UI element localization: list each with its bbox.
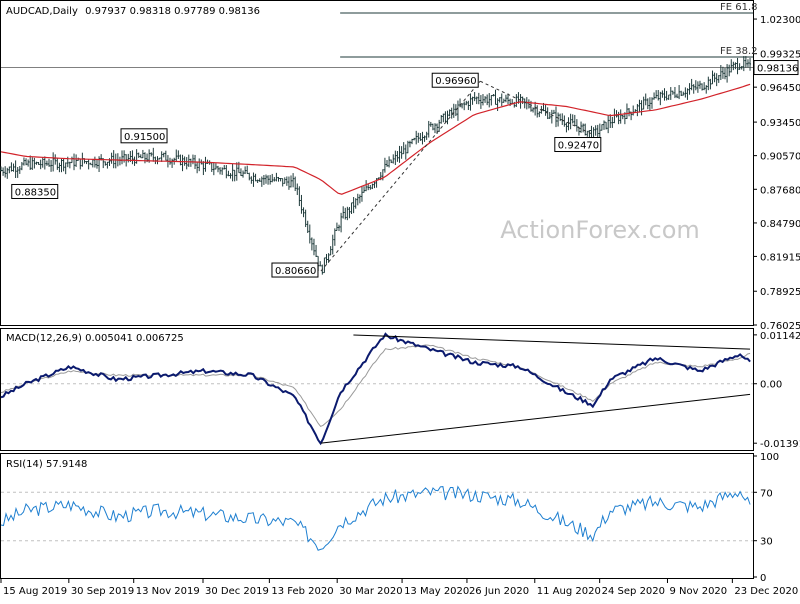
x-axis: 15 Aug 2019 30 Sep 2019 13 Nov 2019 30 Dec … — [0, 579, 798, 597]
x-axis-label: 13 May 2020 — [404, 586, 469, 597]
x-axis-label: 15 Aug 2019 — [3, 586, 67, 597]
price-annotation-box — [554, 137, 602, 153]
symbol-label: AUDCAD,Daily — [6, 6, 78, 17]
x-axis-label: 13 Feb 2020 — [271, 586, 333, 597]
rsi-y-tick-label: 30 — [760, 537, 773, 548]
x-axis-label: 30 Dec 2019 — [205, 586, 269, 597]
x-axis-label: 23 Dec 2020 — [734, 586, 798, 597]
macd-title: MACD(12,26,9) 0.005041 0.006725 — [6, 333, 184, 344]
price-annotation-label: 0.92470 — [558, 141, 599, 152]
fib-level-label: FE 61.8 — [720, 2, 758, 13]
ohlc-readout: 0.97937 0.98318 0.97789 0.98136 — [85, 6, 260, 17]
price-annotation-label: 0.96960 — [435, 76, 476, 87]
x-axis-label: 11 Aug 2020 — [537, 586, 601, 597]
price-layer: 1.02300 0.99325 0.96450 0.93450 0.90570 0.876… — [0, 2, 800, 332]
x-axis-label: 24 Sep 2020 — [602, 586, 665, 597]
price-title: AUDCAD,Daily 0.97937 0.98318 0.97789 0.9… — [6, 6, 260, 17]
current-price-label: 0.98136 — [757, 64, 798, 75]
price-annotation-box — [120, 128, 168, 144]
price-y-tick-label: 0.87680 — [760, 185, 800, 196]
price-annotation-box — [11, 183, 59, 199]
x-axis-label: 13 Nov 2019 — [136, 586, 200, 597]
rsi-title: RSI(14) 57.9148 — [6, 459, 87, 470]
x-axis-label: 30 Sep 2019 — [71, 586, 134, 597]
rsi-line — [0, 485, 751, 551]
fib-level-label: FE 38.2 — [720, 46, 758, 57]
macd-line — [0, 332, 751, 446]
price-annotation-box — [431, 72, 479, 88]
x-axis-label: 9 Nov 2020 — [669, 586, 727, 597]
price-annotation-label: 0.91500 — [124, 132, 165, 143]
moving-average-line — [0, 83, 751, 195]
price-y-tick-label: 0.84790 — [760, 219, 800, 230]
watermark: ActionForex.com — [500, 216, 700, 244]
macd-panel-frame — [0, 328, 754, 451]
price-y-tick-label: 0.81915 — [760, 252, 800, 263]
current-price-tag — [753, 60, 799, 76]
rsi-y-tick-label: 0 — [760, 573, 766, 584]
rsi-y-tick-label: 70 — [760, 488, 773, 499]
macd-y-tick-label: 0.011427 — [760, 331, 800, 342]
x-axis-label: 26 Jun 2020 — [469, 586, 529, 597]
macd-y-tick-label: 0.00 — [760, 380, 782, 391]
x-axis-label: 30 Mar 2020 — [339, 586, 402, 597]
price-y-tick-label: 0.93450 — [760, 118, 800, 129]
rsi-layer: 100 70 30 0 — [0, 452, 779, 584]
price-annotation-label: 0.88350 — [15, 187, 56, 198]
macd-trendline-upper — [353, 334, 751, 350]
rsi-y-tick-label: 100 — [760, 452, 779, 463]
price-annotation-label: 0.80660 — [275, 266, 316, 277]
macd-trendline-lower — [320, 393, 751, 444]
price-y-tick-label: 0.99325 — [760, 50, 800, 61]
dashed-trendline-down — [480, 80, 592, 134]
price-annotation-box — [271, 262, 319, 278]
price-y-tick-label: 0.78925 — [760, 287, 800, 298]
rsi-panel-frame — [0, 453, 754, 579]
price-panel-frame — [0, 0, 754, 326]
macd-signal-line — [0, 344, 751, 428]
price-y-tick-label: 0.96450 — [760, 83, 800, 94]
price-y-tick-label: 0.76025 — [760, 321, 800, 332]
price-y-tick-label: 0.90570 — [760, 152, 800, 163]
price-y-tick-label: 1.02300 — [760, 15, 800, 26]
dashed-trendline-up — [320, 80, 481, 272]
